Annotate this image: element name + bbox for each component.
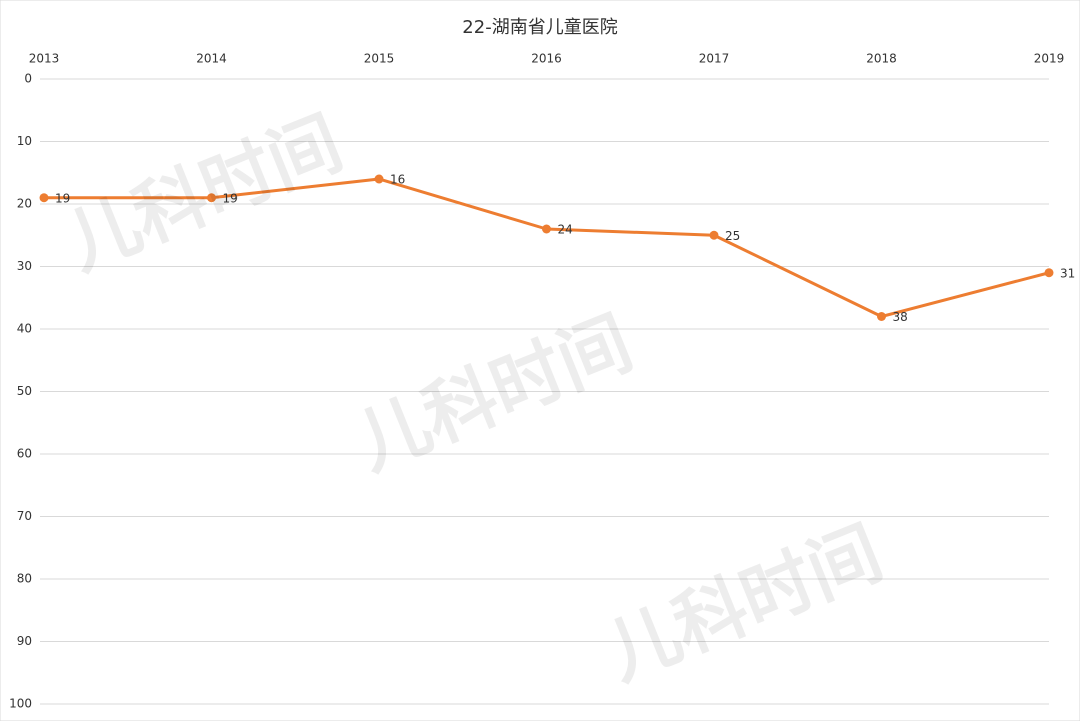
data-label: 24 <box>558 223 573 237</box>
plot: 19 19 16 24 25 38 31 <box>39 173 1075 324</box>
x-tick-label: 2019 <box>1034 52 1065 66</box>
y-tick-label: 20 <box>17 197 32 211</box>
point <box>207 193 216 203</box>
grid: 0 10 20 30 40 50 60 70 80 90 100 2013 2014 2015 2016 20… <box>9 52 1064 711</box>
x-tick-label: 2015 <box>364 52 395 66</box>
data-label: 25 <box>725 229 740 243</box>
point <box>39 193 49 203</box>
chart-title: 22-湖南省儿童医院 <box>462 17 617 38</box>
y-tick-label: 90 <box>17 634 32 648</box>
point <box>877 312 886 321</box>
y-tick-label: 100 <box>9 697 32 711</box>
point <box>1044 268 1054 278</box>
y-tick-label: 70 <box>17 509 32 523</box>
point <box>374 174 384 184</box>
x-tick-label: 2017 <box>699 52 730 66</box>
y-tick-label: 60 <box>17 447 32 461</box>
y-tick-label: 50 <box>17 384 32 398</box>
y-tick-label: 40 <box>17 322 32 336</box>
data-label: 16 <box>390 173 405 187</box>
data-label: 31 <box>1060 266 1075 280</box>
x-tick-label: 2014 <box>196 52 227 66</box>
y-tick-label: 30 <box>17 259 32 273</box>
point <box>709 230 719 240</box>
point <box>542 224 551 234</box>
y-tick-label: 0 <box>24 72 32 86</box>
y-tick-label: 10 <box>17 134 32 148</box>
data-label: 19 <box>223 191 238 205</box>
x-tick-label: 2018 <box>866 52 897 66</box>
data-label: 19 <box>55 191 70 205</box>
x-tick-label: 2016 <box>531 52 562 66</box>
data-label: 38 <box>893 310 908 324</box>
y-tick-label: 80 <box>17 572 32 586</box>
x-tick-label: 2013 <box>29 52 60 66</box>
